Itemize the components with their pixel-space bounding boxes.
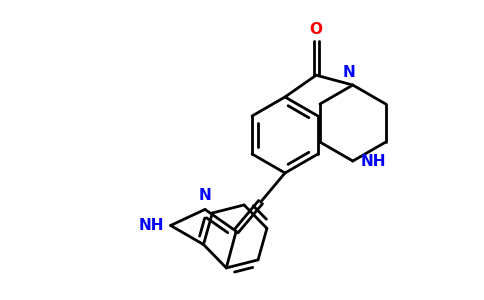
Text: N: N [198,188,212,203]
Text: O: O [310,22,323,37]
Text: NH: NH [361,154,386,169]
Text: N: N [343,65,355,80]
Text: NH: NH [139,218,165,233]
